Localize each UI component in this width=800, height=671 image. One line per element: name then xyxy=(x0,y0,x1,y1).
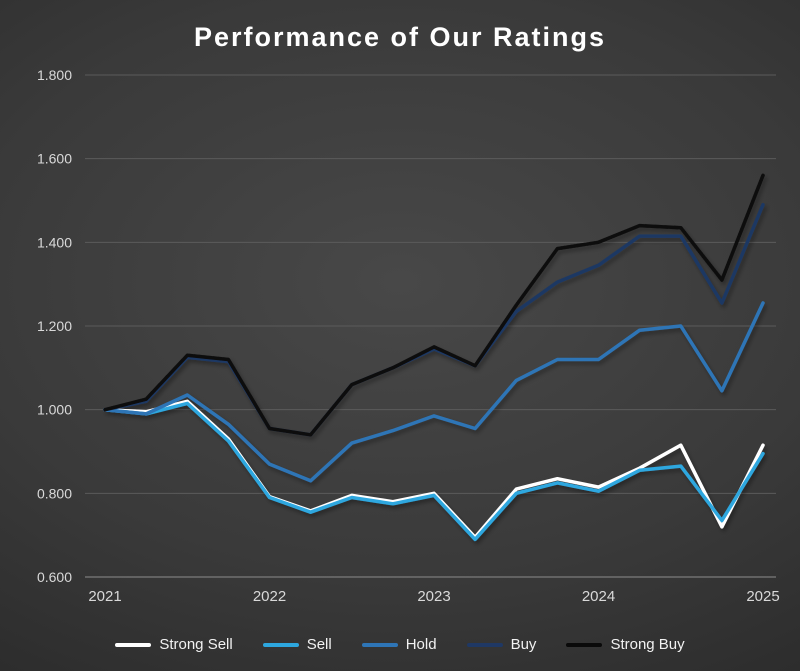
legend-label: Sell xyxy=(306,636,332,653)
legend-swatch xyxy=(361,642,398,647)
legend-swatch xyxy=(466,642,503,647)
legend-swatch xyxy=(566,642,603,647)
legend-item-sell: Sell xyxy=(262,636,332,653)
legend-item-hold: Hold xyxy=(361,636,437,653)
x-tick-label: 2023 xyxy=(417,588,450,605)
series-line-sell xyxy=(103,401,765,542)
legend-item-strong-sell: Strong Sell xyxy=(115,636,233,653)
y-tick-label: 0.800 xyxy=(37,485,72,501)
y-tick-label: 1.200 xyxy=(37,318,72,334)
data-series-lines xyxy=(103,173,765,542)
x-tick-label: 2021 xyxy=(88,588,121,605)
series-line-buy xyxy=(103,202,765,437)
x-tick-label: 2024 xyxy=(582,588,615,605)
y-axis-tick-labels: 0.600 0.800 1.000 1.200 1.400 1.600 1.800 xyxy=(37,67,72,585)
series-line-strong-buy xyxy=(103,173,765,437)
x-axis-tick-labels: 2021 2022 2023 2024 2025 xyxy=(88,588,779,605)
chart-title: Performance of Our Ratings xyxy=(193,22,607,52)
legend-label: Hold xyxy=(405,636,437,653)
series-line-hold xyxy=(103,301,765,483)
chart-legend: Strong Sell Sell Hold Buy Strong Buy xyxy=(0,636,800,653)
y-tick-label: 1.600 xyxy=(37,151,72,167)
y-tick-label: 1.800 xyxy=(37,67,72,83)
y-tick-label: 0.600 xyxy=(37,569,72,585)
y-tick-label: 1.400 xyxy=(37,234,72,250)
legend-label: Strong Buy xyxy=(610,636,685,653)
legend-swatch xyxy=(262,642,299,647)
y-tick-label: 1.000 xyxy=(37,402,72,418)
legend-label: Buy xyxy=(510,636,537,653)
legend-label: Strong Sell xyxy=(159,636,233,653)
legend-item-strong-buy: Strong Buy xyxy=(566,636,685,653)
x-tick-label: 2025 xyxy=(746,588,779,605)
legend-swatch xyxy=(115,642,152,647)
x-tick-label: 2022 xyxy=(253,588,286,605)
legend-item-buy: Buy xyxy=(466,636,537,653)
